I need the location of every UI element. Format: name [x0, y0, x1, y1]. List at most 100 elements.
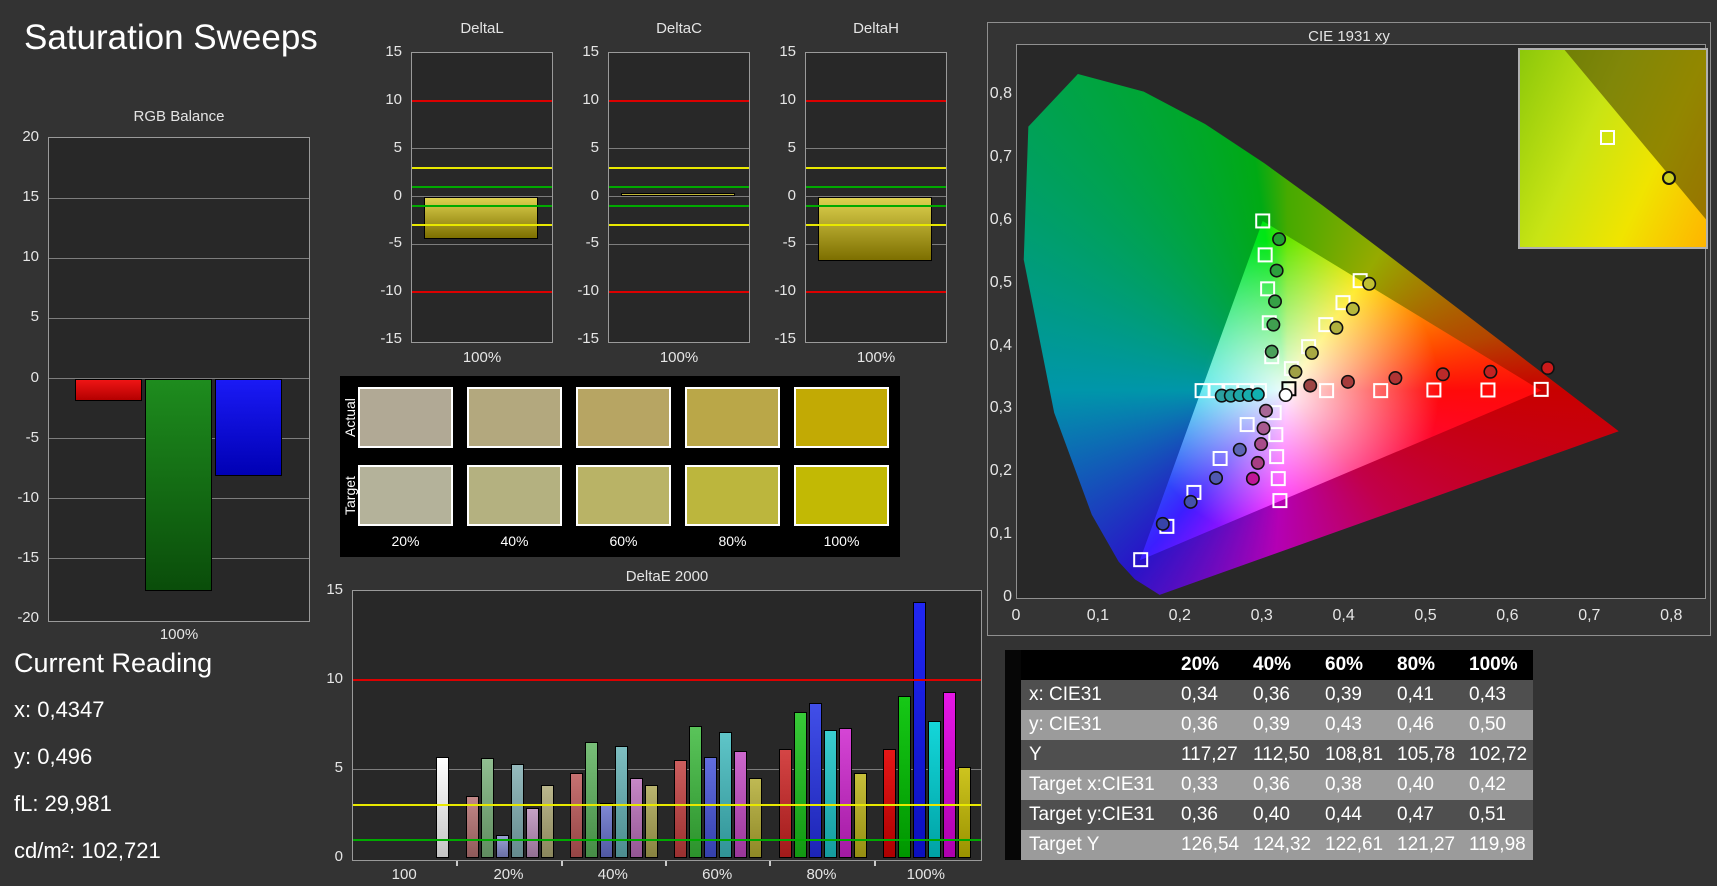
deltaE2000-chart: DeltaE 2000 0 5 10 15 100 20% 40% 60% 80% 100% [316, 565, 1006, 886]
y-tick-label: 0 [1003, 588, 1012, 605]
row-label: Target Y [1021, 830, 1173, 860]
row-label-target: Target [342, 476, 358, 516]
bar-green [689, 726, 703, 858]
limit-line [412, 224, 552, 227]
gridline [609, 243, 749, 245]
limit-line [806, 99, 946, 102]
bar-yellow [644, 785, 658, 858]
limit-line [609, 224, 749, 227]
x-category-label: 60% [702, 866, 733, 883]
cell-value: 121,27 [1389, 830, 1461, 860]
inset-measured-circle [1661, 171, 1676, 186]
measured-circle [1268, 294, 1283, 309]
cell-value: 105,78 [1389, 740, 1461, 770]
target-square [1239, 417, 1255, 433]
swatch-target-40% [467, 465, 562, 526]
y-tick-label: 0,7 [989, 148, 1012, 166]
swatch-column-label: 20% [391, 533, 420, 549]
row-label: Target x:CIE31 [1021, 770, 1173, 800]
x-tick-label: 0,4 [1332, 607, 1355, 624]
target-square [1133, 552, 1149, 568]
y-tick-label: -5 [25, 428, 39, 446]
measured-circle [1483, 364, 1498, 379]
y-tick-label: 5 [334, 759, 343, 776]
plot-area [352, 590, 982, 866]
reading-y: y: 0,496 [14, 744, 93, 769]
limit-line [412, 291, 552, 294]
chart-title: DeltaH [853, 20, 899, 37]
x-category-label: 80% [806, 866, 837, 883]
y-tick-label: 10 [326, 670, 343, 687]
current-reading: Current Reading x: 0,4347 y: 0,496 fL: 2… [14, 648, 314, 885]
cell-value: 0,43 [1317, 710, 1389, 740]
measured-circle [1362, 276, 1377, 291]
bar-blue [912, 601, 926, 858]
x-tick-label: 0,7 [1578, 607, 1601, 624]
bar-magenta [838, 728, 852, 858]
y-tick-label: 0,3 [989, 399, 1012, 417]
table-header: 20% [1173, 650, 1245, 680]
target-square [1335, 295, 1351, 311]
chart-title: DeltaE 2000 [625, 568, 709, 585]
plot-area [411, 52, 553, 343]
x-tick-label: 0,6 [1496, 607, 1519, 624]
swatch-column-label: 100% [823, 533, 860, 549]
bar-cyan [614, 745, 628, 858]
row-label-actual: Actual [342, 398, 358, 438]
y-tick-label: -5 [388, 234, 402, 252]
row-label: Target y:CIE31 [1021, 800, 1173, 830]
limit-line [353, 803, 981, 806]
y-tick-label: -10 [380, 282, 402, 300]
bar-yellow [957, 767, 971, 858]
cell-value: 0,50 [1461, 710, 1533, 740]
cell-value: 0,36 [1173, 800, 1245, 830]
reading-cdm2: cd/m²: 102,721 [14, 838, 161, 863]
x-tick [873, 861, 876, 866]
y-tick-label: -15 [774, 330, 796, 347]
x-tick-label: 0,3 [1250, 607, 1273, 624]
y-tick-label: 0 [30, 368, 39, 386]
table-header: 40% [1245, 650, 1317, 680]
cell-value: 0,47 [1389, 800, 1461, 830]
row-gutter [1005, 740, 1021, 770]
bar-magenta [942, 692, 956, 858]
row-gutter [1005, 830, 1021, 860]
swatch-target-20% [358, 465, 453, 526]
cell-value: 0,36 [1245, 680, 1317, 710]
y-tick-label: 15 [326, 581, 343, 598]
limit-line [609, 205, 749, 208]
y-axis: 15 10 5 0 -5 -10 -15 [570, 43, 604, 347]
limit-line [806, 166, 946, 169]
bar-yellow [749, 777, 763, 858]
gridline [412, 148, 552, 150]
row-gutter [1005, 770, 1021, 800]
cell-value: 0,34 [1173, 680, 1245, 710]
gridline [609, 196, 749, 197]
y-tick-label: 10 [779, 90, 796, 108]
target-square [1272, 493, 1288, 509]
measured-circle [1345, 301, 1360, 316]
cell-value: 0,46 [1389, 710, 1461, 740]
y-tick-label: 0 [393, 186, 402, 204]
cell-value: 117,27 [1173, 740, 1245, 770]
y-tick-label: 10 [385, 90, 402, 108]
measured-circle [1540, 361, 1555, 376]
y-tick-label: 0 [334, 848, 343, 865]
measured-circle [1245, 471, 1260, 486]
cell-value: 0,36 [1245, 770, 1317, 800]
cell-value: 0,43 [1461, 680, 1533, 710]
table-header: 60% [1317, 650, 1389, 680]
swatch-actual-40% [467, 387, 562, 448]
cie-zoom-inset [1518, 48, 1708, 249]
row-label: Y [1021, 740, 1173, 770]
bar-cyan [927, 720, 941, 858]
y-tick-label: -10 [17, 488, 39, 506]
plot-area [608, 52, 750, 343]
target-square [1194, 383, 1210, 399]
x-tick-label: 0 [1011, 607, 1021, 624]
table-corner [1005, 650, 1021, 680]
limit-line [609, 185, 749, 188]
cell-value: 124,32 [1245, 830, 1317, 860]
swatch-actual-20% [358, 387, 453, 448]
gridline [353, 768, 981, 770]
